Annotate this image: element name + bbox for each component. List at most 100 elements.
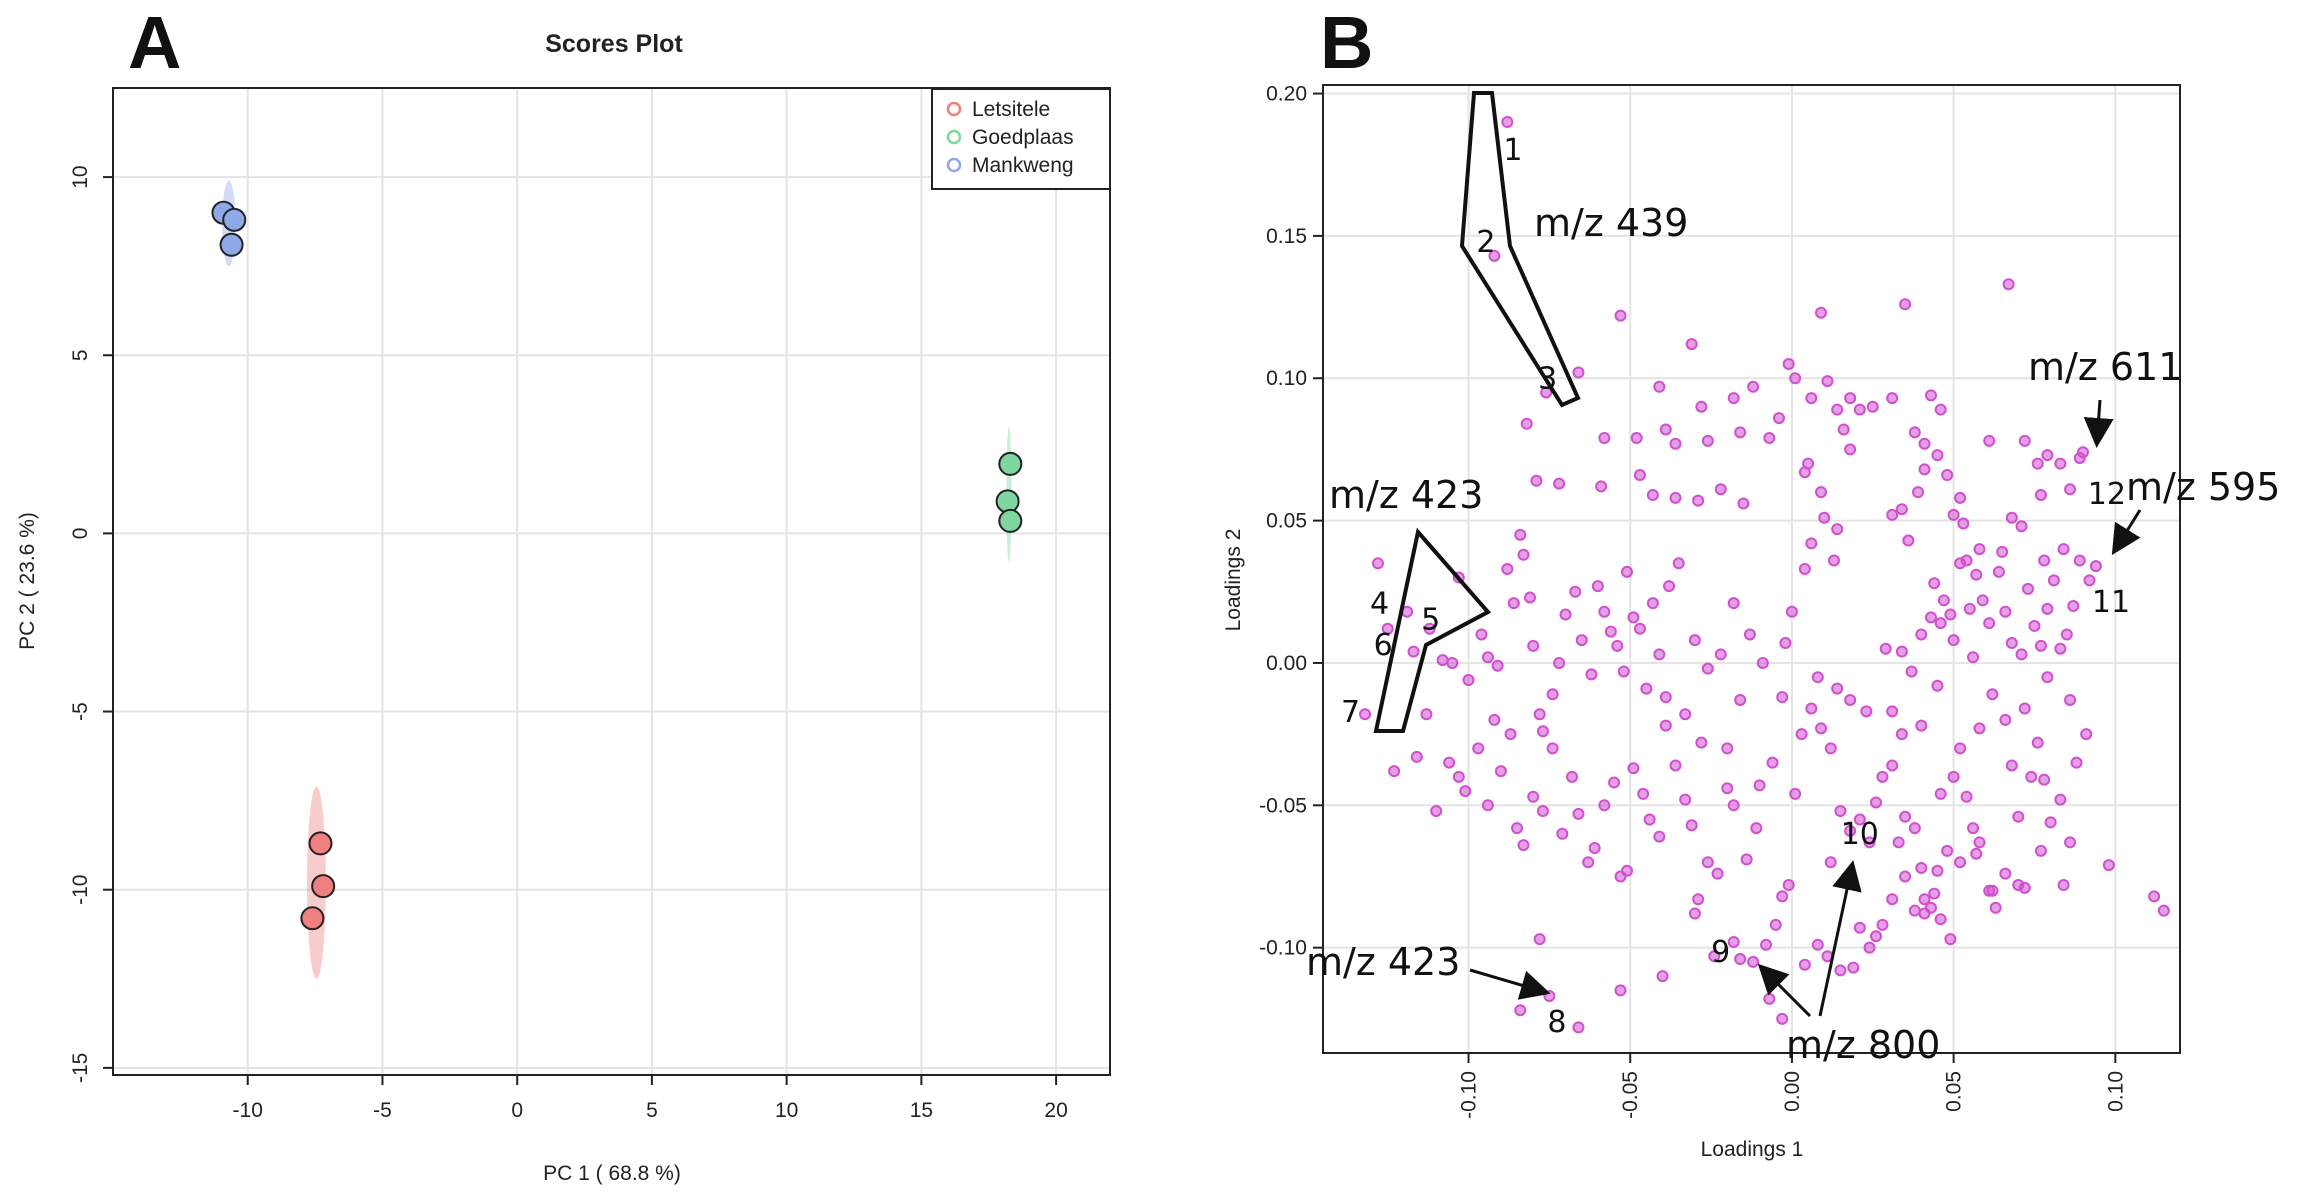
loading-point xyxy=(1446,656,1459,669)
loading-point xyxy=(1831,403,1844,416)
loading-point xyxy=(1766,756,1779,769)
loading-point xyxy=(1695,400,1708,413)
legend-marker xyxy=(946,129,962,145)
loading-point xyxy=(1908,426,1921,439)
loading-point xyxy=(1989,901,2002,914)
arrow-mz423-point8 xyxy=(1469,968,1551,1000)
y-tick-label-a: -10 xyxy=(69,875,92,905)
y-tick-label-b: -0.10 xyxy=(1259,937,1307,960)
loading-point xyxy=(1688,907,1701,920)
y-tick-label-b: 0.05 xyxy=(1266,510,1307,533)
loading-point xyxy=(2060,628,2073,641)
loading-point xyxy=(1986,688,1999,701)
loading-point xyxy=(2005,511,2018,524)
loading-point xyxy=(1957,517,1970,530)
loading-point xyxy=(2012,810,2025,823)
point-number-label: 10 xyxy=(1841,817,1879,852)
x-tick-label-a: -10 xyxy=(233,1099,263,1122)
loading-point xyxy=(1430,805,1443,817)
loading-point xyxy=(1902,534,1915,547)
loading-point xyxy=(1669,491,1682,504)
loading-point xyxy=(1928,577,1941,590)
loading-point xyxy=(1866,400,1879,413)
loading-point xyxy=(1423,622,1436,635)
annotation-mz423-top: m/z 423 xyxy=(1329,473,1483,517)
loading-point xyxy=(1795,728,1808,741)
plot-area-b xyxy=(1322,84,2181,1054)
loading-point xyxy=(2012,879,2025,892)
legend-label: Mankweng xyxy=(972,154,1074,177)
loading-point xyxy=(1815,306,1828,319)
loading-point xyxy=(2148,890,2161,903)
loading-point xyxy=(1740,853,1753,866)
x-tick-label-a: 10 xyxy=(775,1099,798,1122)
loading-point xyxy=(1679,708,1692,721)
y-tick-label-a: -15 xyxy=(69,1053,92,1083)
legend-marker xyxy=(946,101,962,117)
loading-point xyxy=(2083,574,2096,587)
loading-point xyxy=(2034,639,2047,652)
y-axis-label-b: Loadings 2 xyxy=(1222,529,1245,632)
loading-point xyxy=(1763,992,1776,1005)
point-number-label: 4 xyxy=(1370,586,1389,621)
loading-point xyxy=(1886,759,1899,772)
loading-point xyxy=(1598,432,1611,445)
loading-point xyxy=(2067,600,2080,613)
point-number-label: 2 xyxy=(1476,225,1495,260)
loading-point xyxy=(1870,930,1883,943)
loading-point xyxy=(1721,742,1734,755)
loading-point xyxy=(1870,796,1883,809)
arrow-mz611 xyxy=(2083,399,2114,448)
loading-point xyxy=(1575,634,1588,647)
loading-point xyxy=(1863,941,1876,954)
loading-point xyxy=(1805,702,1818,715)
loading-point xyxy=(1572,366,1585,379)
loading-point xyxy=(1908,822,1921,835)
loading-point xyxy=(2005,637,2018,650)
x-axis-label-b: Loadings 1 xyxy=(1701,1138,1804,1161)
loading-point xyxy=(1585,668,1598,681)
score-point xyxy=(311,874,336,899)
point-number-label: 11 xyxy=(2092,585,2130,620)
loading-point xyxy=(2025,770,2038,783)
loading-point xyxy=(1514,1004,1527,1017)
loading-point xyxy=(1776,691,1789,704)
y-tick-label-b: 0.15 xyxy=(1266,225,1307,248)
loading-point xyxy=(1772,412,1785,425)
loading-point xyxy=(1614,309,1627,322)
y-axis-label-a: PC 2 ( 23.6 %) xyxy=(16,512,39,650)
loading-point xyxy=(2034,844,2047,857)
loading-point xyxy=(1960,790,1973,803)
loading-point xyxy=(1572,1021,1585,1034)
loading-point xyxy=(1611,639,1624,652)
loading-point xyxy=(1815,486,1828,499)
x-axis-label-a: PC 1 ( 68.8 %) xyxy=(543,1162,681,1185)
loading-point xyxy=(1679,793,1692,806)
loading-point xyxy=(1918,893,1931,906)
loading-point xyxy=(1407,645,1420,658)
loading-point xyxy=(1931,864,1944,877)
loading-point xyxy=(1685,338,1698,351)
loading-point xyxy=(1743,628,1756,641)
loading-point xyxy=(2022,582,2035,595)
loading-point xyxy=(1659,423,1672,436)
loading-point xyxy=(1566,770,1579,783)
loading-point xyxy=(1827,554,1840,567)
loading-point xyxy=(1824,742,1837,755)
loading-point xyxy=(1494,765,1507,778)
x-tick-label-a: -5 xyxy=(373,1099,392,1122)
loading-point xyxy=(1520,417,1533,430)
loading-point xyxy=(1653,648,1666,661)
loading-point xyxy=(1789,787,1802,800)
loading-point xyxy=(1992,565,2005,578)
point-number-label: 5 xyxy=(1421,603,1440,638)
labeled-loading-point xyxy=(1543,990,1556,1003)
legend-label: Letsitele xyxy=(972,98,1050,121)
labeled-loading-point xyxy=(1371,557,1384,570)
loading-point xyxy=(1879,642,1892,655)
loading-point xyxy=(1608,776,1621,789)
loadings-plot-panel: B -0.10 -0.05 0.00 0.05 0.10 -0.10 -0.05 0.00 0.… xyxy=(1222,1,2280,1161)
loading-point xyxy=(1630,432,1643,445)
loading-point xyxy=(1973,543,1986,556)
loading-point xyxy=(1536,805,1549,817)
